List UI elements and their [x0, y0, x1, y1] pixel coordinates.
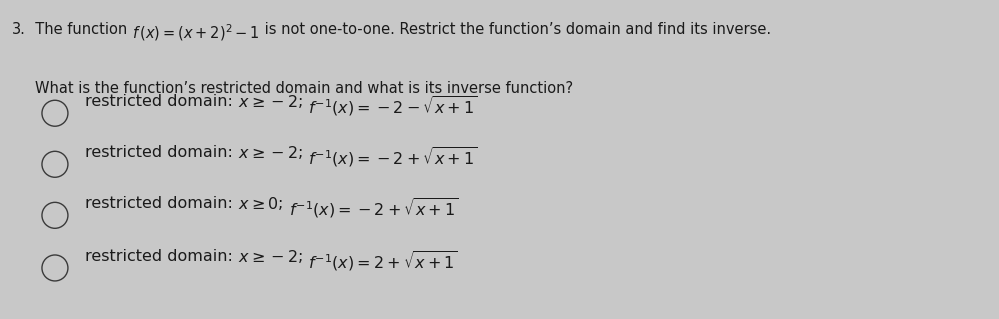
Text: restricted domain:: restricted domain: [85, 196, 238, 211]
Text: ;: ; [298, 145, 308, 160]
Text: $\it{f}\,(x)=(x+2)^{2}-1$: $\it{f}\,(x)=(x+2)^{2}-1$ [132, 22, 260, 43]
Text: restricted domain:: restricted domain: [85, 145, 238, 160]
Text: $f^{-1}(x)=2+\sqrt{x+1}$: $f^{-1}(x)=2+\sqrt{x+1}$ [308, 249, 459, 273]
Text: What is the function’s restricted domain and what is its inverse function?: What is the function’s restricted domain… [35, 81, 573, 96]
Text: restricted domain:: restricted domain: [85, 249, 238, 264]
Text: ;: ; [298, 94, 308, 109]
Text: ;: ; [298, 249, 308, 264]
Text: 3.: 3. [12, 22, 26, 37]
Text: $f^{-1}(x)=-2+\sqrt{x+1}$: $f^{-1}(x)=-2+\sqrt{x+1}$ [308, 145, 478, 169]
Text: restricted domain:: restricted domain: [85, 94, 238, 109]
Text: $x\geq -2$: $x\geq -2$ [238, 94, 298, 110]
Text: ;: ; [279, 196, 289, 211]
Text: $x\geq -2$: $x\geq -2$ [238, 145, 298, 161]
Text: $f^{-1}(x)=-2+\sqrt{x+1}$: $f^{-1}(x)=-2+\sqrt{x+1}$ [289, 196, 459, 220]
Text: $x\geq -2$: $x\geq -2$ [238, 249, 298, 265]
Text: is not one-to-one. Restrict the function’s domain and find its inverse.: is not one-to-one. Restrict the function… [260, 22, 770, 37]
Text: $x\geq 0$: $x\geq 0$ [238, 196, 279, 212]
Text: The function: The function [26, 22, 132, 37]
Text: $f^{-1}(x)=-2-\sqrt{x+1}$: $f^{-1}(x)=-2-\sqrt{x+1}$ [308, 94, 478, 118]
